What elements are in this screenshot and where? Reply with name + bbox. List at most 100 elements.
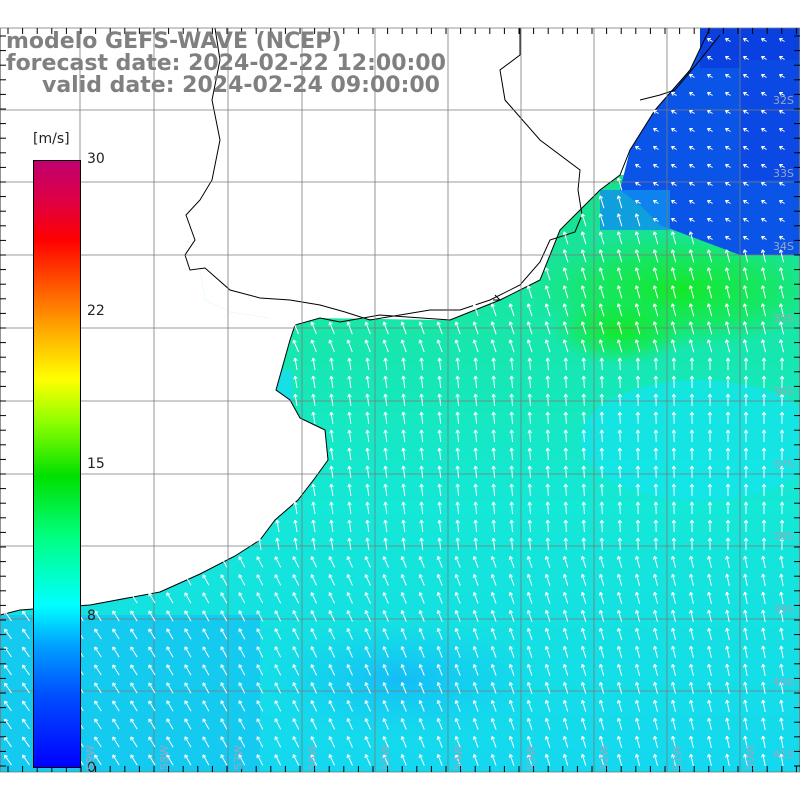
lon-label: 59W	[84, 745, 97, 770]
wind-arrow	[689, 753, 694, 766]
wind-arrow	[742, 236, 749, 240]
wind-arrow	[742, 128, 749, 132]
wind-arrow	[670, 92, 677, 96]
wind-arrow	[689, 645, 694, 658]
wind-arrow	[545, 411, 551, 425]
wind-arrow	[580, 627, 587, 640]
wind-arrow	[634, 339, 641, 353]
wind-arrow	[526, 699, 533, 712]
wind-arrow	[112, 700, 120, 712]
wind-arrow	[563, 375, 569, 389]
wind-arrow	[580, 231, 587, 245]
wind-arrow	[292, 592, 300, 604]
wind-arrow	[418, 646, 425, 658]
wind-arrow	[527, 447, 533, 461]
wind-arrow	[653, 609, 658, 622]
wind-arrow	[562, 285, 569, 299]
wind-arrow	[688, 92, 695, 96]
wind-arrow	[634, 249, 641, 263]
wind-arrow	[743, 501, 749, 514]
wind-arrow	[544, 591, 551, 604]
wind-arrow	[671, 645, 676, 658]
wind-arrow	[274, 592, 282, 604]
wind-arrow	[382, 646, 389, 658]
wind-arrow	[544, 627, 551, 640]
wind-arrow	[454, 646, 461, 658]
colorbar-unit: [m/s]	[33, 131, 70, 147]
wind-arrow	[436, 700, 443, 712]
wind-arrow	[563, 411, 569, 425]
wind-arrow	[166, 682, 174, 694]
wind-arrow	[437, 465, 442, 479]
wind-arrow	[329, 537, 334, 550]
wind-arrow	[508, 303, 515, 317]
wind-arrow	[616, 285, 623, 299]
wind-arrow	[310, 574, 318, 586]
wind-arrow	[509, 465, 514, 479]
wind-arrow	[779, 645, 784, 658]
wind-arrow	[202, 574, 210, 586]
wind-arrow	[400, 700, 407, 712]
wind-arrow	[292, 736, 300, 748]
wind-arrow	[688, 146, 695, 150]
wind-arrow	[671, 447, 677, 461]
lat-label: 39S	[773, 603, 794, 616]
wind-arrow	[382, 664, 389, 676]
wind-arrow	[526, 717, 533, 730]
wind-arrow	[292, 556, 300, 568]
wind-arrow	[742, 218, 749, 222]
wind-arrow	[437, 375, 442, 389]
wind-arrow	[418, 592, 425, 604]
wind-arrow	[581, 537, 587, 551]
wind-arrow	[346, 321, 353, 335]
wind-arrow	[455, 465, 460, 479]
wind-arrow	[257, 537, 262, 550]
wind-arrow	[383, 465, 388, 478]
wind-arrow	[616, 753, 623, 766]
wind-arrow	[580, 681, 587, 694]
wind-arrow	[670, 200, 677, 204]
wind-arrow	[760, 285, 766, 299]
wind-arrow	[671, 717, 676, 730]
wind-arrow	[689, 681, 694, 694]
wind-arrow	[652, 285, 659, 299]
wind-arrow	[761, 717, 766, 730]
wind-arrow	[328, 754, 336, 766]
wind-arrow	[491, 375, 496, 389]
wind-arrow	[616, 267, 623, 281]
wind-arrow	[653, 537, 659, 551]
wind-arrow	[635, 519, 641, 533]
wind-arrow	[166, 610, 174, 622]
wind-arrow	[544, 681, 551, 694]
wind-arrow	[94, 646, 102, 658]
wind-arrow	[562, 609, 569, 622]
wind-arrow	[527, 483, 533, 497]
wind-arrow	[238, 592, 246, 604]
wind-arrow	[292, 718, 300, 730]
wind-arrow	[329, 375, 334, 388]
wind-arrow	[779, 537, 785, 551]
wind-arrow	[562, 717, 569, 730]
wind-arrow	[490, 754, 497, 766]
wind-arrow	[311, 411, 316, 424]
wind-arrow	[761, 699, 766, 712]
wind-arrow	[743, 753, 748, 766]
wind-arrow	[526, 321, 533, 335]
wind-arrow	[689, 609, 694, 622]
wind-arrow	[418, 736, 425, 748]
wind-arrow	[671, 357, 677, 371]
wind-arrow	[238, 556, 246, 568]
wind-arrow	[761, 519, 767, 532]
wind-arrow	[778, 267, 784, 281]
wind-arrow	[311, 483, 316, 496]
wind-arrow	[779, 357, 785, 371]
wind-arrow	[724, 146, 731, 150]
wind-arrow	[778, 164, 785, 168]
wind-arrow	[616, 177, 623, 191]
wind-arrow	[347, 411, 352, 424]
wind-arrow	[346, 736, 353, 748]
wind-arrow	[527, 537, 533, 551]
wind-arrow	[652, 303, 659, 317]
wind-arrow	[473, 447, 478, 461]
wind-arrow	[527, 393, 533, 407]
